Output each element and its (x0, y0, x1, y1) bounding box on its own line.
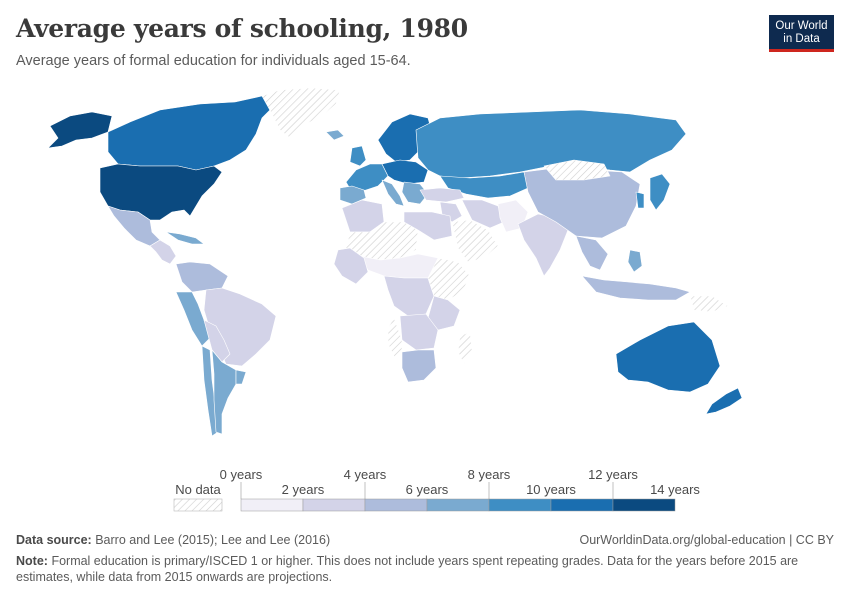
region-mongolia[interactable] (543, 159, 611, 181)
legend-no-data-label: No data (175, 482, 221, 497)
owid-logo[interactable]: Our World in Data (769, 15, 834, 52)
region-japan[interactable] (649, 173, 671, 211)
region-greenland[interactable] (261, 87, 341, 139)
legend-swatch (612, 498, 676, 512)
region-arabia[interactable] (451, 219, 499, 263)
map-legend: No data 0 years 4 years 8 years 12 years 2 ye… (0, 462, 850, 522)
legend-tick-label: 2 years (282, 482, 325, 497)
data-source-text: Barro and Lee (2015); Lee and Lee (2016) (95, 533, 331, 547)
region-middle-east[interactable] (439, 201, 463, 223)
region-iberia[interactable] (339, 185, 367, 205)
region-egypt-libya[interactable] (403, 211, 453, 241)
region-central-africa[interactable] (383, 275, 435, 317)
legend-swatch (426, 498, 490, 512)
region-colombia-venezuela[interactable] (175, 261, 229, 293)
data-source-label: Data source: (16, 533, 92, 547)
footnote: Note: Formal education is primary/ISCED … (16, 553, 831, 585)
region-central-europe[interactable] (381, 159, 429, 185)
region-argentina[interactable] (211, 349, 237, 435)
region-indonesia[interactable] (581, 275, 691, 301)
note-text: Formal education is primary/ISCED 1 or h… (16, 554, 799, 584)
region-turkey[interactable] (419, 187, 465, 203)
legend-tick-label: 12 years (588, 467, 638, 482)
legend-tick-label: 8 years (468, 467, 511, 482)
legend-tick-label: 4 years (344, 467, 387, 482)
region-balkans[interactable] (401, 181, 429, 205)
world-map (0, 80, 850, 450)
region-madagascar[interactable] (457, 331, 473, 365)
region-iceland[interactable] (325, 129, 345, 141)
region-west-africa[interactable] (333, 247, 369, 285)
region-central-america[interactable] (149, 239, 177, 265)
legend-tick-label: 6 years (406, 482, 449, 497)
region-australia[interactable] (615, 321, 721, 393)
legend-tick-label: 14 years (650, 482, 700, 497)
region-canada[interactable] (107, 95, 277, 171)
legend-swatch (364, 498, 428, 512)
region-korea[interactable] (635, 191, 645, 209)
region-philippines[interactable] (627, 249, 643, 273)
chart-title: Average years of schooling, 1980 (16, 14, 468, 43)
legend-swatch (550, 498, 614, 512)
region-southern-africa[interactable] (401, 349, 437, 383)
legend-no-data-swatch (173, 498, 223, 512)
source-url-link[interactable]: OurWorldinData.org/global-education | CC… (579, 533, 834, 547)
chart-subtitle: Average years of formal education for in… (16, 53, 411, 69)
region-png[interactable] (689, 295, 729, 313)
legend-tick-label: 0 years (220, 467, 263, 482)
legend-swatch (302, 498, 366, 512)
region-italy[interactable] (381, 179, 405, 207)
legend-swatch (240, 498, 304, 512)
region-caribbean[interactable] (165, 231, 205, 245)
legend-tick-label: 10 years (526, 482, 576, 497)
world-map-svg (47, 87, 743, 437)
data-source: Data source: Barro and Lee (2015); Lee a… (16, 533, 330, 547)
region-uk-ireland[interactable] (349, 145, 367, 167)
legend-swatch (488, 498, 552, 512)
region-namibia[interactable] (387, 317, 403, 361)
note-label: Note: (16, 554, 48, 568)
region-east-africa[interactable] (427, 257, 471, 301)
region-new-zealand[interactable] (705, 387, 743, 415)
region-alaska[interactable] (47, 111, 113, 149)
region-southeast-asia[interactable] (575, 235, 609, 271)
region-uruguay[interactable] (235, 369, 247, 385)
logo-line-1: Our World (775, 20, 828, 32)
logo-line-2: in Data (783, 33, 820, 45)
